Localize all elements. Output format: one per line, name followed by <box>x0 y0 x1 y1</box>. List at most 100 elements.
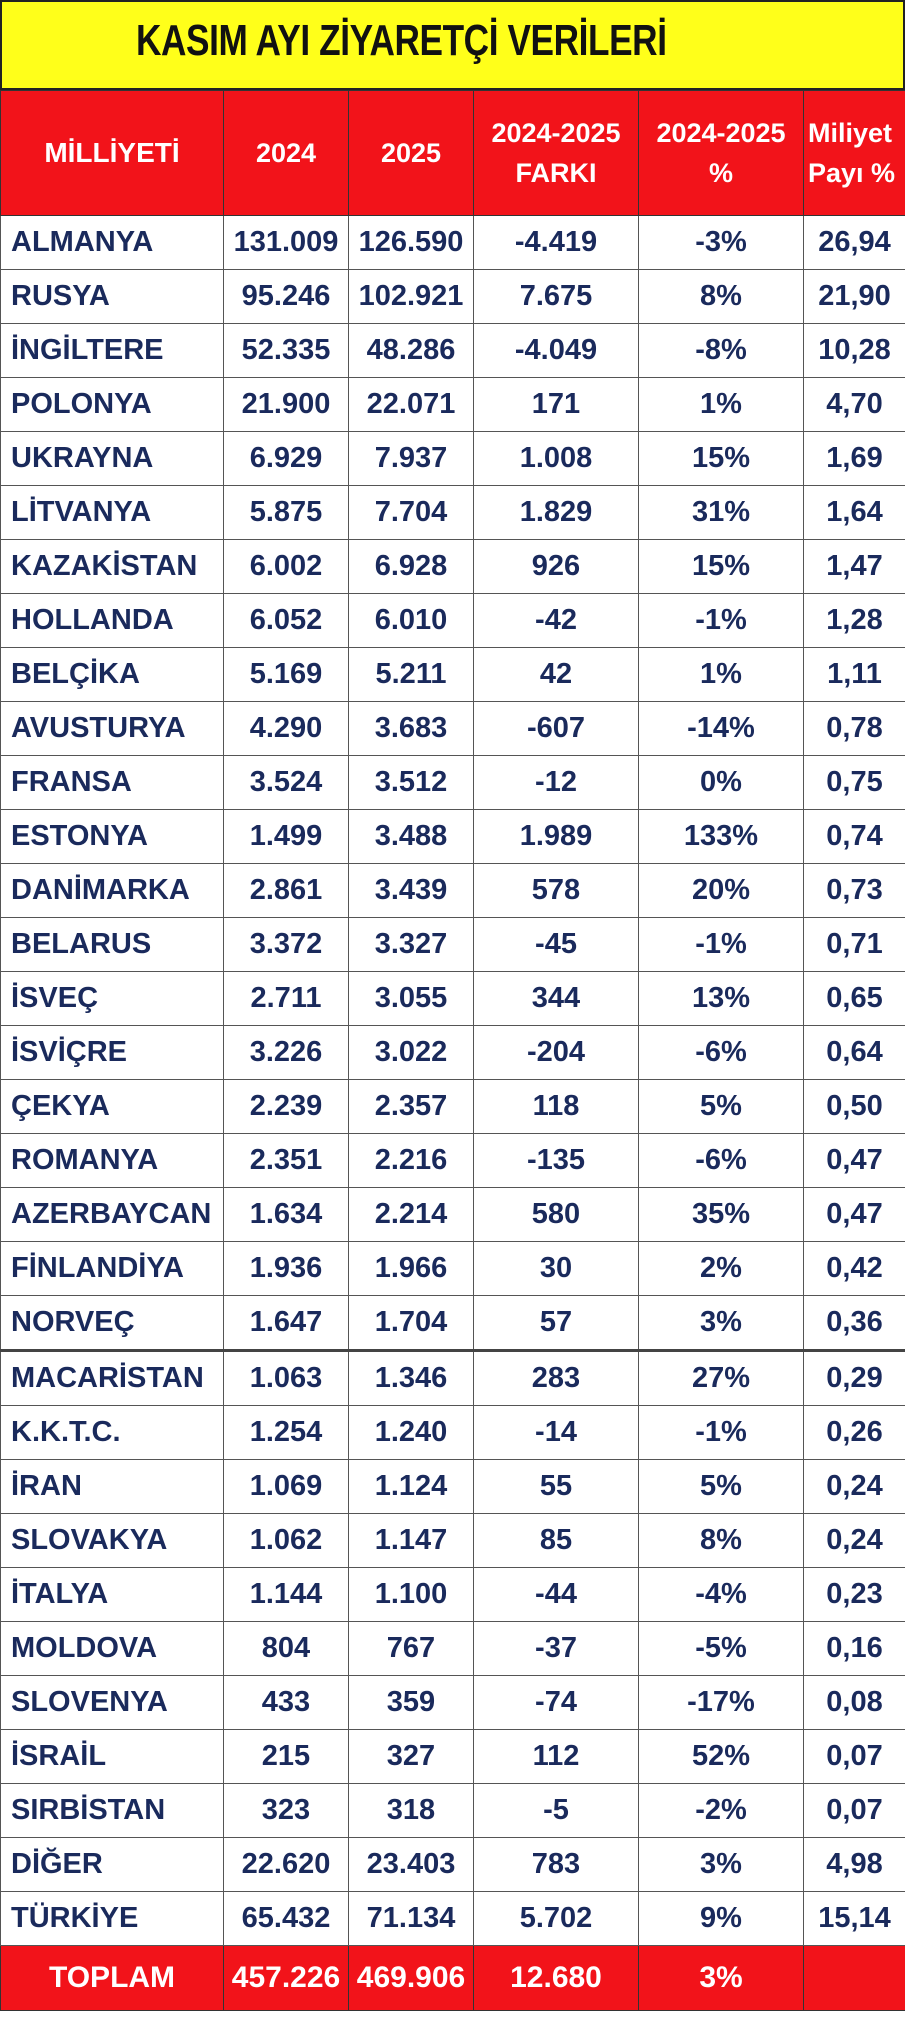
cell-share-percent: 0,23 <box>803 1567 905 1622</box>
cell-change-percent: 27% <box>638 1349 804 1406</box>
cell-change-percent: -1% <box>638 1405 804 1460</box>
cell-nationality: AVUSTURYA <box>0 701 224 756</box>
cell-year-2024: 3.372 <box>223 917 349 972</box>
cell-year-2025: 318 <box>348 1783 474 1838</box>
cell-difference: 85 <box>473 1513 639 1568</box>
cell-share-percent: 1,11 <box>803 647 905 702</box>
cell-share-percent: 0,50 <box>803 1079 905 1134</box>
cell-change-percent: 31% <box>638 485 804 540</box>
table-row: ESTONYA 1.499 3.488 1.989 133% 0,74 <box>0 809 905 864</box>
cell-year-2025: 7.704 <box>348 485 474 540</box>
column-header-change-percent: 2024-2025% <box>638 90 804 216</box>
cell-change-percent: 3% <box>638 1837 804 1892</box>
cell-difference: -4.049 <box>473 323 639 378</box>
cell-change-percent: 3% <box>638 1945 804 2011</box>
cell-change-percent: 1% <box>638 377 804 432</box>
cell-change-percent: -17% <box>638 1675 804 1730</box>
cell-difference: 783 <box>473 1837 639 1892</box>
cell-nationality: İNGİLTERE <box>0 323 224 378</box>
cell-year-2024: 215 <box>223 1729 349 1784</box>
cell-change-percent: 8% <box>638 269 804 324</box>
cell-difference: 171 <box>473 377 639 432</box>
cell-share-percent: 21,90 <box>803 269 905 324</box>
table-row: UKRAYNA 6.929 7.937 1.008 15% 1,69 <box>0 431 905 486</box>
cell-change-percent: 9% <box>638 1891 804 1946</box>
cell-difference: 7.675 <box>473 269 639 324</box>
cell-year-2024: 1.936 <box>223 1241 349 1296</box>
cell-year-2025: 327 <box>348 1729 474 1784</box>
cell-year-2025: 2.216 <box>348 1133 474 1188</box>
cell-share-percent: 0,74 <box>803 809 905 864</box>
cell-difference: -135 <box>473 1133 639 1188</box>
table-row: NORVEÇ 1.647 1.704 57 3% 0,36 <box>0 1295 905 1351</box>
cell-share-percent: 0,73 <box>803 863 905 918</box>
cell-year-2024: 1.634 <box>223 1187 349 1242</box>
column-header-line: 2024-2025 <box>656 118 786 148</box>
table-row: İRAN 1.069 1.124 55 5% 0,24 <box>0 1459 905 1514</box>
cell-year-2025: 1.346 <box>348 1349 474 1406</box>
table-row: K.K.T.C. 1.254 1.240 -14 -1% 0,26 <box>0 1405 905 1460</box>
cell-nationality: İRAN <box>0 1459 224 1514</box>
cell-difference: -607 <box>473 701 639 756</box>
cell-difference: 344 <box>473 971 639 1026</box>
cell-year-2024: 1.499 <box>223 809 349 864</box>
cell-year-2025: 2.214 <box>348 1187 474 1242</box>
total-row: TOPLAM 457.226 469.906 12.680 3% <box>0 1945 905 2011</box>
cell-change-percent: 2% <box>638 1241 804 1296</box>
cell-year-2024: 323 <box>223 1783 349 1838</box>
cell-share-percent: 1,47 <box>803 539 905 594</box>
cell-year-2025: 1.966 <box>348 1241 474 1296</box>
cell-nationality: POLONYA <box>0 377 224 432</box>
cell-difference: -14 <box>473 1405 639 1460</box>
cell-change-percent: 5% <box>638 1079 804 1134</box>
cell-nationality: UKRAYNA <box>0 431 224 486</box>
cell-year-2024: 433 <box>223 1675 349 1730</box>
cell-share-percent <box>803 1945 905 2011</box>
cell-nationality: İSVİÇRE <box>0 1025 224 1080</box>
table-row: DİĞER 22.620 23.403 783 3% 4,98 <box>0 1837 905 1892</box>
cell-share-percent: 10,28 <box>803 323 905 378</box>
table-row: İSRAİL 215 327 112 52% 0,07 <box>0 1729 905 1784</box>
cell-nationality: LİTVANYA <box>0 485 224 540</box>
cell-year-2025: 6.928 <box>348 539 474 594</box>
cell-share-percent: 0,42 <box>803 1241 905 1296</box>
cell-nationality: RUSYA <box>0 269 224 324</box>
cell-difference: 112 <box>473 1729 639 1784</box>
cell-year-2024: 3.226 <box>223 1025 349 1080</box>
cell-nationality: DANİMARKA <box>0 863 224 918</box>
cell-year-2025: 3.683 <box>348 701 474 756</box>
cell-year-2025: 5.211 <box>348 647 474 702</box>
cell-share-percent: 0,08 <box>803 1675 905 1730</box>
cell-year-2024: 52.335 <box>223 323 349 378</box>
cell-share-percent: 0,16 <box>803 1621 905 1676</box>
cell-nationality: BELARUS <box>0 917 224 972</box>
cell-difference: 578 <box>473 863 639 918</box>
table-row: LİTVANYA 5.875 7.704 1.829 31% 1,64 <box>0 485 905 540</box>
cell-change-percent: -8% <box>638 323 804 378</box>
cell-year-2024: 457.226 <box>223 1945 349 2011</box>
cell-change-percent: 15% <box>638 431 804 486</box>
cell-difference: 57 <box>473 1295 639 1351</box>
cell-nationality: ESTONYA <box>0 809 224 864</box>
column-header-line: 2024 <box>255 138 317 168</box>
cell-nationality: İSRAİL <box>0 1729 224 1784</box>
column-header-line: 2024-2025 <box>491 118 621 148</box>
cell-nationality: ÇEKYA <box>0 1079 224 1134</box>
cell-change-percent: 8% <box>638 1513 804 1568</box>
cell-change-percent: 15% <box>638 539 804 594</box>
cell-share-percent: 1,64 <box>803 485 905 540</box>
column-header-nationality: MİLLİYETİ <box>0 90 224 216</box>
cell-year-2024: 1.144 <box>223 1567 349 1622</box>
cell-difference: 12.680 <box>473 1945 639 2011</box>
cell-nationality: AZERBAYCAN <box>0 1187 224 1242</box>
cell-year-2025: 1.704 <box>348 1295 474 1351</box>
cell-change-percent: 13% <box>638 971 804 1026</box>
cell-change-percent: 20% <box>638 863 804 918</box>
cell-difference: -5 <box>473 1783 639 1838</box>
cell-year-2025: 22.071 <box>348 377 474 432</box>
cell-year-2025: 1.240 <box>348 1405 474 1460</box>
column-header-year-2024: 2024 <box>223 90 349 216</box>
title-banner: KASIM AYI ZİYARETÇİ VERİLERİ <box>0 0 905 90</box>
table-row: KAZAKİSTAN 6.002 6.928 926 15% 1,47 <box>0 539 905 594</box>
